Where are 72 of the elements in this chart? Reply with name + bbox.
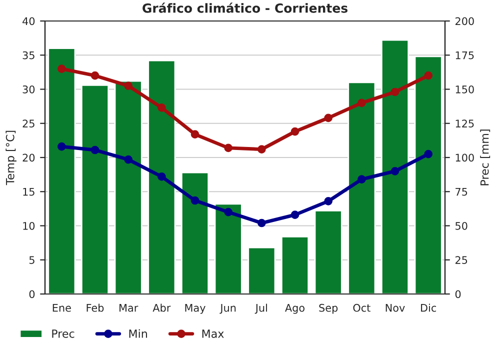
point bbox=[124, 82, 132, 90]
bar bbox=[280, 236, 310, 294]
point bbox=[290, 210, 300, 219]
bar bbox=[80, 84, 110, 294]
x-tick-label: Jul bbox=[254, 304, 267, 314]
point bbox=[358, 175, 366, 184]
point bbox=[58, 64, 66, 73]
y-tick-label: 35 bbox=[22, 51, 34, 60]
y-axis-title: Temp [°C] bbox=[6, 130, 16, 186]
point bbox=[224, 208, 232, 216]
y-tick-label: 40 bbox=[22, 17, 35, 26]
y-tick-label: 0 bbox=[29, 290, 35, 298]
point bbox=[324, 114, 332, 122]
x-tick-label: May bbox=[185, 304, 206, 314]
bar bbox=[180, 172, 210, 294]
point bbox=[124, 155, 132, 164]
x-tick-label: Sep bbox=[319, 304, 338, 314]
y-tick-label: 15 bbox=[23, 188, 34, 196]
y-tick-label: 20 bbox=[22, 154, 35, 162]
x-tick-label: Mar bbox=[120, 304, 138, 312]
bar bbox=[214, 203, 242, 294]
x-tick-label: Nov bbox=[386, 304, 405, 312]
point bbox=[158, 172, 166, 181]
point bbox=[258, 145, 266, 154]
x-tick-label: Oct bbox=[353, 304, 370, 312]
x-tick-label: Dic bbox=[421, 304, 436, 312]
y2-tick-label: 100 bbox=[456, 154, 474, 162]
y-tick-label: 25 bbox=[22, 120, 34, 128]
legend-label: Min bbox=[129, 329, 147, 338]
y2-tick-label: 200 bbox=[455, 17, 474, 26]
y-tick-label: 5 bbox=[29, 256, 34, 264]
x-tick-label: Ene bbox=[52, 304, 71, 312]
y2-tick-label: 175 bbox=[456, 51, 474, 60]
y2-tick-label: 0 bbox=[455, 290, 461, 298]
point bbox=[390, 166, 400, 176]
bar bbox=[414, 56, 442, 294]
point bbox=[90, 146, 100, 154]
y2-tick-label: 125 bbox=[456, 120, 474, 128]
bar bbox=[248, 246, 276, 294]
legend-label: Max bbox=[202, 330, 224, 338]
chart-title: Gráfico climático - Corrientes bbox=[142, 2, 348, 13]
y2-tick-label: 25 bbox=[455, 256, 468, 264]
point bbox=[58, 142, 66, 151]
point bbox=[258, 218, 266, 228]
y2-axis-title: Prec [mm] bbox=[480, 130, 490, 186]
y2-tick-label: 150 bbox=[456, 85, 474, 94]
bar bbox=[314, 210, 342, 294]
legend-label: Prec bbox=[52, 330, 74, 338]
point bbox=[290, 127, 300, 136]
bar bbox=[348, 82, 376, 294]
point bbox=[358, 98, 366, 108]
point bbox=[224, 144, 232, 152]
point bbox=[424, 71, 432, 80]
y2-tick-label: 75 bbox=[456, 188, 468, 196]
x-tick-label: Ago bbox=[285, 304, 304, 314]
point bbox=[90, 71, 100, 80]
y-tick-label: 30 bbox=[22, 85, 35, 94]
x-tick-label: Abr bbox=[152, 304, 171, 312]
y-tick-label: 10 bbox=[23, 222, 35, 230]
point bbox=[158, 104, 166, 112]
point bbox=[424, 150, 432, 158]
x-tick-label: Feb bbox=[86, 304, 104, 312]
point bbox=[390, 88, 400, 96]
point bbox=[324, 197, 332, 206]
bar bbox=[148, 60, 176, 294]
point bbox=[190, 196, 200, 205]
bar bbox=[380, 39, 410, 294]
y2-tick-label: 50 bbox=[456, 222, 468, 230]
bar bbox=[48, 48, 76, 294]
bar bbox=[114, 80, 142, 294]
point bbox=[190, 130, 200, 138]
x-tick-label: Jun bbox=[220, 304, 236, 314]
